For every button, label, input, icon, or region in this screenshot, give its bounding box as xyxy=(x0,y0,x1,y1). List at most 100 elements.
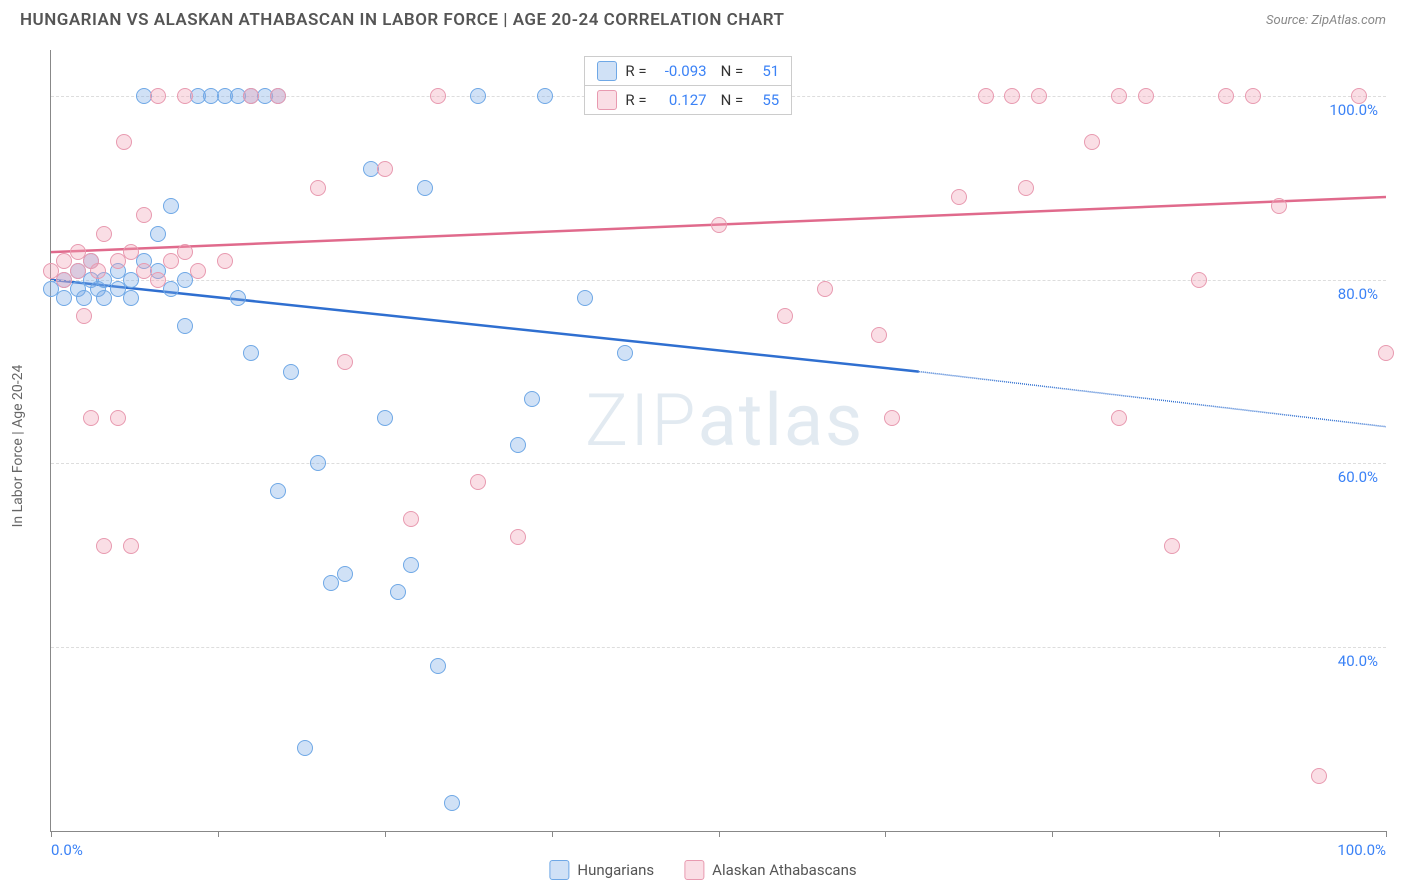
trend-lines xyxy=(51,50,1386,831)
legend-label: Alaskan Athabascans xyxy=(712,861,856,879)
legend-item: Alaskan Athabascans xyxy=(684,860,856,880)
gridline xyxy=(51,647,1386,648)
x-tick xyxy=(885,831,886,837)
y-tick-label: 100.0% xyxy=(1329,101,1378,119)
legend-r-label: R = xyxy=(625,91,646,109)
data-point xyxy=(617,345,633,361)
legend-r-label: R = xyxy=(625,62,646,80)
data-point xyxy=(243,345,259,361)
data-point xyxy=(524,391,540,407)
x-tick xyxy=(218,831,219,837)
data-point xyxy=(470,474,486,490)
x-tick xyxy=(552,831,553,837)
data-point xyxy=(1271,198,1287,214)
x-tick xyxy=(1052,831,1053,837)
data-point xyxy=(510,437,526,453)
data-point xyxy=(403,511,419,527)
data-point xyxy=(177,88,193,104)
data-point xyxy=(1218,88,1234,104)
watermark: ZIPatlas xyxy=(585,378,864,463)
data-point xyxy=(76,308,92,324)
data-point xyxy=(96,538,112,554)
data-point xyxy=(377,410,393,426)
legend-r-value: 0.127 xyxy=(655,91,707,109)
data-point xyxy=(537,88,553,104)
data-point xyxy=(417,180,433,196)
plot-region: 40.0%60.0%80.0%100.0%0.0%100.0%ZIPatlas xyxy=(50,50,1386,832)
gridline xyxy=(51,280,1386,281)
data-point xyxy=(1351,88,1367,104)
data-point xyxy=(871,327,887,343)
x-tick-label: 100.0% xyxy=(1337,841,1386,859)
legend-n-value: 51 xyxy=(751,62,779,80)
data-point xyxy=(1245,88,1261,104)
data-point xyxy=(1111,88,1127,104)
data-point xyxy=(1084,134,1100,150)
data-point xyxy=(177,244,193,260)
x-tick xyxy=(719,831,720,837)
data-point xyxy=(150,226,166,242)
source-label: Source: ZipAtlas.com xyxy=(1266,13,1386,28)
data-point xyxy=(310,455,326,471)
legend-item: Hungarians xyxy=(549,860,654,880)
data-point xyxy=(243,88,259,104)
legend-row: R = 0.127 N = 55 xyxy=(585,86,791,114)
page-title: HUNGARIAN VS ALASKAN ATHABASCAN IN LABOR… xyxy=(20,10,785,30)
legend-row: R = -0.093 N = 51 xyxy=(585,57,791,86)
y-axis-label: In Labor Force | Age 20-24 xyxy=(10,365,26,528)
x-tick xyxy=(1219,831,1220,837)
data-point xyxy=(390,584,406,600)
data-point xyxy=(1164,538,1180,554)
data-point xyxy=(430,88,446,104)
data-point xyxy=(978,88,994,104)
data-point xyxy=(337,354,353,370)
correlation-legend: R = -0.093 N = 51 R = 0.127 N = 55 xyxy=(584,56,792,115)
legend-n-label: N = xyxy=(721,91,744,109)
data-point xyxy=(337,566,353,582)
x-tick-label: 0.0% xyxy=(51,841,83,859)
data-point xyxy=(884,410,900,426)
data-point xyxy=(90,263,106,279)
data-point xyxy=(270,483,286,499)
data-point xyxy=(230,290,246,306)
data-point xyxy=(1111,410,1127,426)
data-point xyxy=(163,198,179,214)
data-point xyxy=(150,272,166,288)
legend-label: Hungarians xyxy=(577,861,654,879)
data-point xyxy=(377,161,393,177)
data-point xyxy=(1031,88,1047,104)
data-point xyxy=(1018,180,1034,196)
data-point xyxy=(190,263,206,279)
data-point xyxy=(136,207,152,223)
data-point xyxy=(1311,768,1327,784)
data-point xyxy=(110,410,126,426)
legend-n-label: N = xyxy=(721,62,744,80)
series-legend: Hungarians Alaskan Athabascans xyxy=(549,860,856,880)
gridline xyxy=(51,463,1386,464)
data-point xyxy=(283,364,299,380)
data-point xyxy=(403,557,419,573)
chart-area: 40.0%60.0%80.0%100.0%0.0%100.0%ZIPatlas … xyxy=(50,50,1386,832)
legend-n-value: 55 xyxy=(751,91,779,109)
data-point xyxy=(510,529,526,545)
data-point xyxy=(123,244,139,260)
data-point xyxy=(123,290,139,306)
data-point xyxy=(430,658,446,674)
y-tick-label: 40.0% xyxy=(1338,652,1378,670)
trend-line-extrap xyxy=(919,372,1386,427)
data-point xyxy=(711,217,727,233)
data-point xyxy=(1004,88,1020,104)
legend-swatch xyxy=(684,860,704,880)
legend-swatch xyxy=(597,61,617,81)
data-point xyxy=(177,318,193,334)
x-tick xyxy=(1386,831,1387,837)
data-point xyxy=(217,253,233,269)
data-point xyxy=(470,88,486,104)
data-point xyxy=(444,795,460,811)
data-point xyxy=(270,88,286,104)
data-point xyxy=(951,189,967,205)
data-point xyxy=(116,134,132,150)
legend-swatch xyxy=(549,860,569,880)
data-point xyxy=(817,281,833,297)
x-tick xyxy=(385,831,386,837)
